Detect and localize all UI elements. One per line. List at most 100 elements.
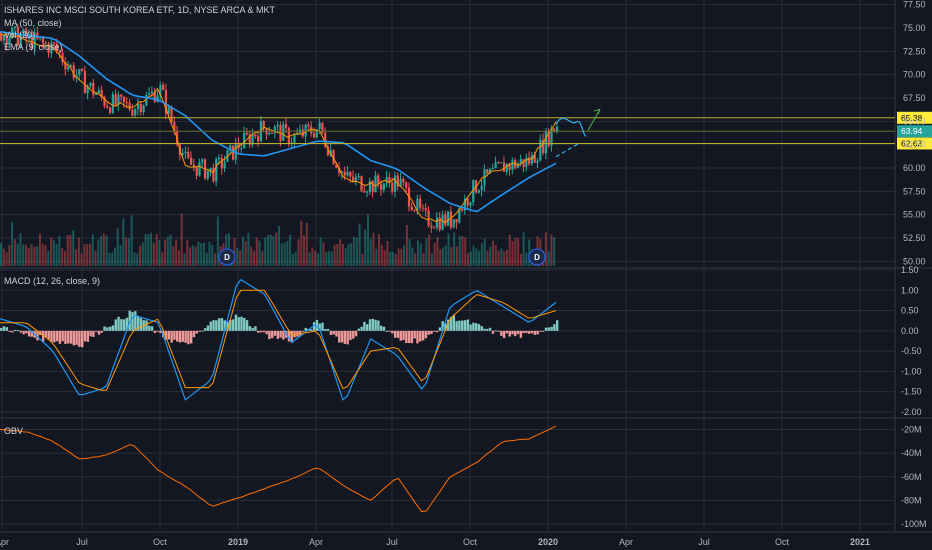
- macd-histogram-bar: [458, 320, 461, 331]
- volume-bar: [164, 239, 167, 266]
- macd-histogram-bar: [550, 326, 553, 331]
- volume-bar: [0, 243, 2, 266]
- volume-bar: [417, 240, 419, 266]
- macd-histogram-bar: [366, 324, 369, 331]
- volume-bar: [152, 243, 155, 266]
- candle-body: [240, 148, 243, 150]
- volume-bar: [433, 242, 436, 266]
- candle-body: [120, 94, 123, 97]
- volume-bar: [497, 250, 500, 266]
- volume-bar: [380, 244, 383, 266]
- volume-bar: [467, 253, 470, 266]
- volume-bar: [211, 245, 214, 266]
- macd-histogram-bar: [463, 320, 467, 331]
- price-panel[interactable]: 65.38 63.94 62.63 D D: [0, 23, 932, 266]
- macd-panel[interactable]: [0, 278, 559, 401]
- vol-legend[interactable]: Vol (20): [4, 30, 35, 40]
- candle-body: [525, 157, 528, 167]
- candle-body: [488, 169, 492, 174]
- ema-legend[interactable]: EMA (9, close): [4, 42, 63, 52]
- macd-histogram-bar: [357, 328, 361, 331]
- volume-bar: [136, 253, 139, 266]
- projection-arrow: [587, 108, 601, 131]
- candle-body: [128, 102, 131, 110]
- candle-body: [544, 130, 548, 154]
- macd-histogram-bar: [530, 330, 534, 334]
- price-tick-label: 55.00: [903, 210, 926, 220]
- volume-bar: [472, 245, 475, 266]
- candle-body: [41, 37, 45, 43]
- macd-histogram-bar: [159, 330, 162, 333]
- x-tick-label: Jul: [386, 537, 398, 547]
- volume-bar: [411, 247, 414, 266]
- volume-bar: [8, 244, 11, 266]
- macd-histogram-bar: [117, 316, 120, 331]
- macd-histogram-bar: [338, 330, 341, 343]
- macd-histogram-bar: [419, 330, 422, 342]
- macd-histogram-bar: [209, 321, 212, 331]
- macd-histogram-bar: [173, 330, 176, 340]
- macd-histogram-bar: [217, 318, 221, 331]
- candle-body: [447, 211, 450, 225]
- volume-bar: [439, 248, 442, 266]
- obv-title[interactable]: OBV: [4, 426, 23, 436]
- x-tick-label: Apr: [619, 537, 633, 547]
- candle-body: [217, 157, 221, 160]
- volume-bar: [86, 243, 89, 266]
- candle-body: [284, 124, 288, 128]
- volume-bar: [244, 241, 247, 266]
- candle-body: [346, 172, 349, 176]
- candle-body: [405, 182, 408, 188]
- macd-histogram-bar: [111, 325, 115, 331]
- candle-body: [427, 210, 430, 226]
- candle-body: [382, 183, 385, 190]
- candle-body: [231, 145, 235, 160]
- macd-histogram-bar: [139, 318, 143, 331]
- candle-body: [5, 35, 8, 45]
- macd-title[interactable]: MACD (12, 26, close, 9): [4, 276, 100, 286]
- price-tick-label: 65.00: [903, 116, 926, 126]
- volume-bar: [158, 240, 161, 266]
- price-tick-label: 57.50: [903, 186, 926, 196]
- volume-bar: [5, 252, 8, 266]
- candle-body: [198, 162, 201, 176]
- macd-histogram-bar: [47, 330, 50, 340]
- level-label-box: [897, 111, 932, 124]
- volume-bar: [261, 250, 264, 266]
- candle-body: [64, 62, 67, 70]
- obv-panel[interactable]: [0, 425, 557, 513]
- candle-body: [8, 37, 11, 45]
- macd-histogram-bar: [89, 330, 92, 337]
- macd-tick-label: -0.50: [901, 346, 922, 356]
- volume-bar: [447, 233, 450, 266]
- price-tick-label: 50.00: [903, 256, 926, 266]
- ema-line: [0, 32, 557, 223]
- macd-histogram-bar: [100, 330, 103, 333]
- volume-bar: [52, 239, 55, 266]
- candle-body: [271, 132, 274, 134]
- candle-body: [69, 65, 73, 67]
- candle-body: [248, 134, 251, 145]
- candle-body: [366, 191, 369, 193]
- candle-body: [97, 90, 100, 94]
- volume-bar: [405, 224, 408, 266]
- candle-body: [483, 169, 486, 186]
- macd-histogram-bar: [94, 330, 98, 332]
- candle-body: [33, 32, 36, 49]
- candle-body: [318, 122, 321, 130]
- volume-bar: [469, 251, 472, 266]
- volume-bar: [169, 234, 172, 266]
- candle-body: [312, 133, 316, 138]
- volume-bar: [189, 247, 192, 266]
- volume-bar: [38, 233, 41, 266]
- obv-tick-label: -80M: [901, 495, 922, 505]
- macd-histogram-bar: [321, 322, 324, 331]
- candle-body: [505, 163, 508, 172]
- macd-histogram-bar: [427, 330, 430, 335]
- ma-legend[interactable]: MA (50, close): [4, 18, 62, 28]
- candle-body: [374, 175, 377, 193]
- macd-histogram-bar: [332, 330, 335, 335]
- candle-body: [156, 95, 159, 103]
- macd-histogram-bar: [466, 319, 469, 331]
